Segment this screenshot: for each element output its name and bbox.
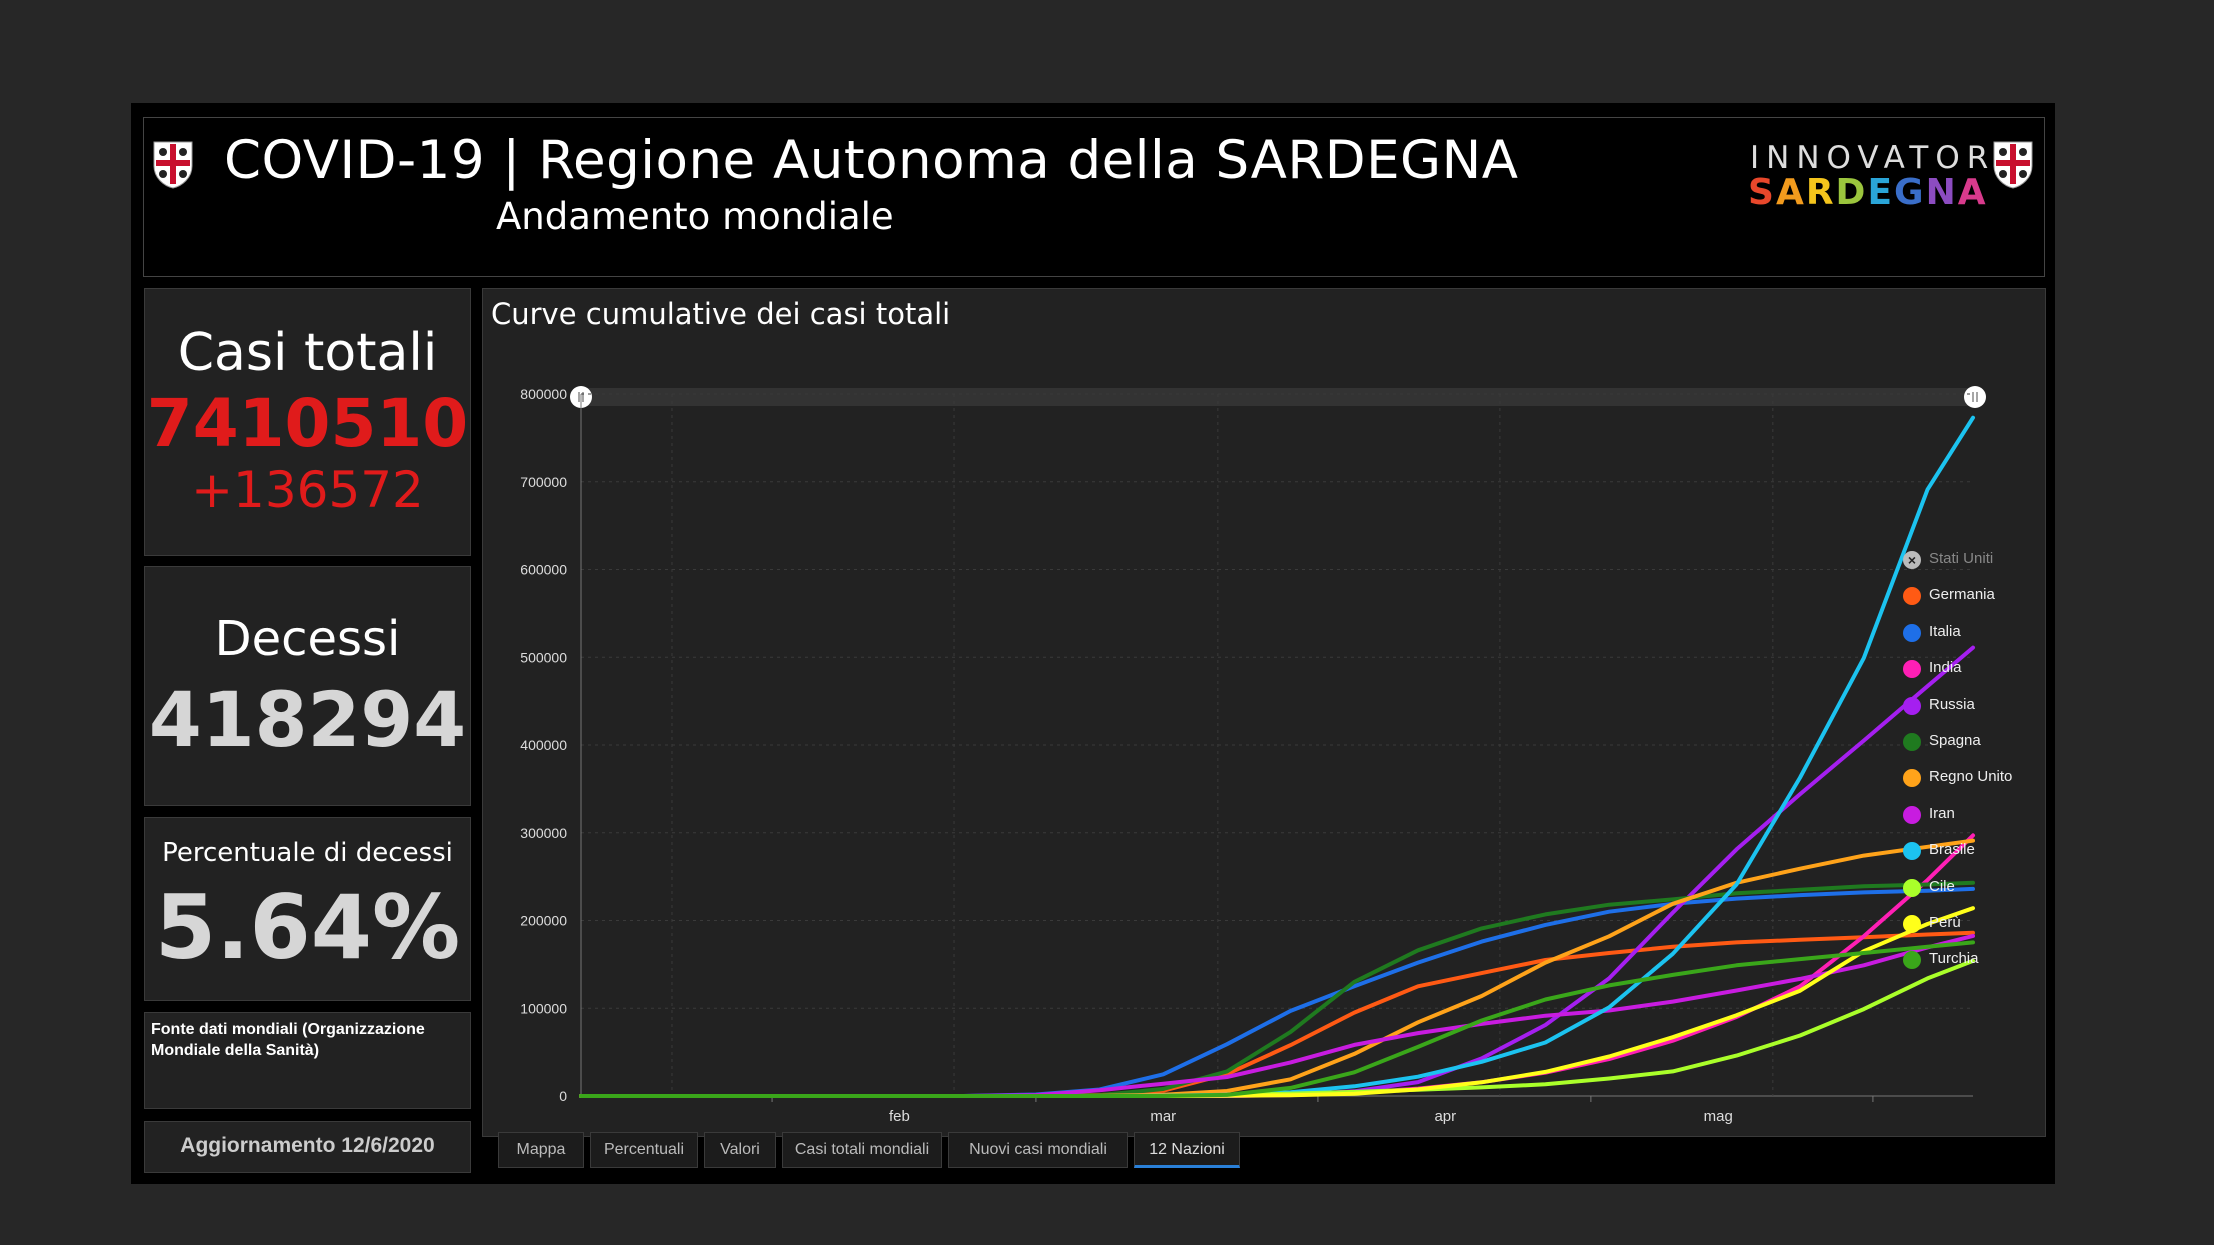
logo-letter: A: [1957, 172, 1988, 213]
legend-color-dot-icon: [1903, 623, 1921, 642]
legend-label: Brasile: [1929, 841, 1975, 859]
cumulative-cases-chart: 0 100000 200000 300000 400000 500000 600000 700…: [520, 386, 1986, 1125]
legend-label: Turchia: [1929, 950, 1979, 968]
y-tick-label: 700000: [520, 474, 567, 490]
update-date: Aggiornamento 12/6/2020: [180, 1134, 435, 1157]
series-line-cile: [579, 958, 1975, 1098]
death-rate-value: 5.64%: [154, 876, 461, 979]
legend-label: Regno Unito: [1929, 768, 2013, 786]
logo-letter: E: [1867, 172, 1895, 213]
legend-label: Iran: [1929, 804, 1955, 822]
legend-label: Russia: [1929, 695, 1975, 713]
legend-color-dot-icon: [1903, 587, 1921, 606]
range-slider-handle-right[interactable]: [1964, 386, 1986, 408]
x-tick-label: mag: [1704, 1108, 1733, 1125]
innovatori-logo-top: INNOVATORI: [1750, 140, 2012, 176]
legend-color-dot-icon: [1903, 805, 1921, 824]
logo-letter: D: [1835, 172, 1868, 213]
header: COVID-19 | Regione Autonoma della SARDEG…: [143, 117, 2045, 277]
series-line-india: [579, 833, 1975, 1098]
total-cases-value: 7410510: [146, 385, 469, 462]
sardegna-logo: SARDEGNA: [1748, 172, 1988, 213]
death-rate-label: Percentuale di decessi: [162, 838, 453, 868]
y-tick-label: 600000: [520, 562, 567, 578]
series-line-germania: [579, 930, 1975, 1098]
total-cases-card: Casi totali 7410510 +136572: [144, 288, 471, 556]
legend-label: Spagna: [1929, 732, 1981, 749]
x-tick-label: feb: [889, 1108, 910, 1125]
legend-color-dot-icon: [1903, 696, 1921, 715]
legend-label: Germania: [1929, 586, 1995, 604]
logo-letter: N: [1925, 172, 1958, 213]
chart-title: Curve cumulative dei casi totali: [491, 297, 951, 331]
legend-color-dot-icon: [1903, 951, 1921, 970]
legend-label: Cile: [1929, 877, 1955, 895]
tab-12-nazioni[interactable]: 12 Nazioni: [1134, 1132, 1240, 1168]
y-tick-label: 100000: [520, 1000, 567, 1016]
chart-panel: 0 100000 200000 300000 400000 500000 600000 700…: [482, 288, 2046, 1137]
legend-hidden-icon: ×: [1903, 551, 1921, 569]
legend-label: Perù: [1929, 914, 1961, 931]
deaths-label: Decessi: [214, 611, 401, 667]
legend-color-dot-icon: [1903, 878, 1921, 897]
legend-label: Stati Uniti: [1929, 550, 1994, 567]
y-tick-label: 0: [559, 1088, 567, 1104]
series-line-turchia: [579, 940, 1975, 1098]
x-tick-label: mar: [1150, 1108, 1176, 1125]
legend-color-dot-icon: [1903, 660, 1921, 679]
tab-casi-totali-mondiali[interactable]: Casi totali mondiali: [782, 1132, 942, 1168]
deaths-value: 418294: [148, 675, 467, 764]
page-title: COVID-19 | Regione Autonoma della SARDEG…: [224, 130, 1519, 191]
tab-mappa[interactable]: Mappa: [498, 1132, 584, 1168]
logo-letter: A: [1775, 172, 1806, 213]
legend-label: India: [1929, 659, 1962, 677]
tab-percentuali[interactable]: Percentuali: [590, 1132, 698, 1168]
legend-color-dot-icon: [1903, 842, 1921, 861]
y-tick-label: 400000: [520, 737, 567, 753]
legend-color-dot-icon: [1903, 769, 1921, 788]
x-tick-label: apr: [1434, 1108, 1456, 1125]
dashboard-frame: COVID-19 | Regione Autonoma della SARDEG…: [131, 103, 2055, 1184]
source-card: Fonte dati mondiali (Organizzazione Mond…: [144, 1012, 471, 1109]
y-tick-label: 200000: [520, 913, 567, 929]
series-line-brasile: [579, 415, 1975, 1098]
sardinia-crest-icon: [1993, 141, 2033, 189]
update-card: Aggiornamento 12/6/2020: [144, 1121, 471, 1173]
y-tick-label: 800000: [520, 386, 567, 402]
y-tick-label: 500000: [520, 649, 567, 665]
legend-color-dot-icon: [1903, 915, 1921, 933]
sardinia-crest-icon: [153, 141, 193, 189]
tab-valori[interactable]: Valori: [704, 1132, 776, 1168]
logo-letter: R: [1805, 172, 1836, 213]
data-source-text: Fonte dati mondiali (Organizzazione Mond…: [151, 1021, 425, 1059]
logo-letter: S: [1748, 172, 1776, 213]
legend-color-dot-icon: [1903, 733, 1921, 751]
tab-nuovi-casi-mondiali[interactable]: Nuovi casi mondiali: [948, 1132, 1128, 1168]
total-cases-label: Casi totali: [177, 323, 438, 383]
deaths-card: Decessi 418294: [144, 566, 471, 806]
y-tick-label: 300000: [520, 825, 567, 841]
page-subtitle: Andamento mondiale: [496, 195, 894, 238]
logo-letter: G: [1894, 172, 1926, 213]
series-line-regno-unito: [579, 838, 1975, 1098]
range-slider-track: [581, 388, 1975, 406]
series-line-russia: [579, 645, 1975, 1098]
total-cases-delta: +136572: [191, 461, 424, 519]
death-rate-card: Percentuale di decessi 5.64%: [144, 817, 471, 1001]
legend-label: Italia: [1929, 622, 1961, 640]
